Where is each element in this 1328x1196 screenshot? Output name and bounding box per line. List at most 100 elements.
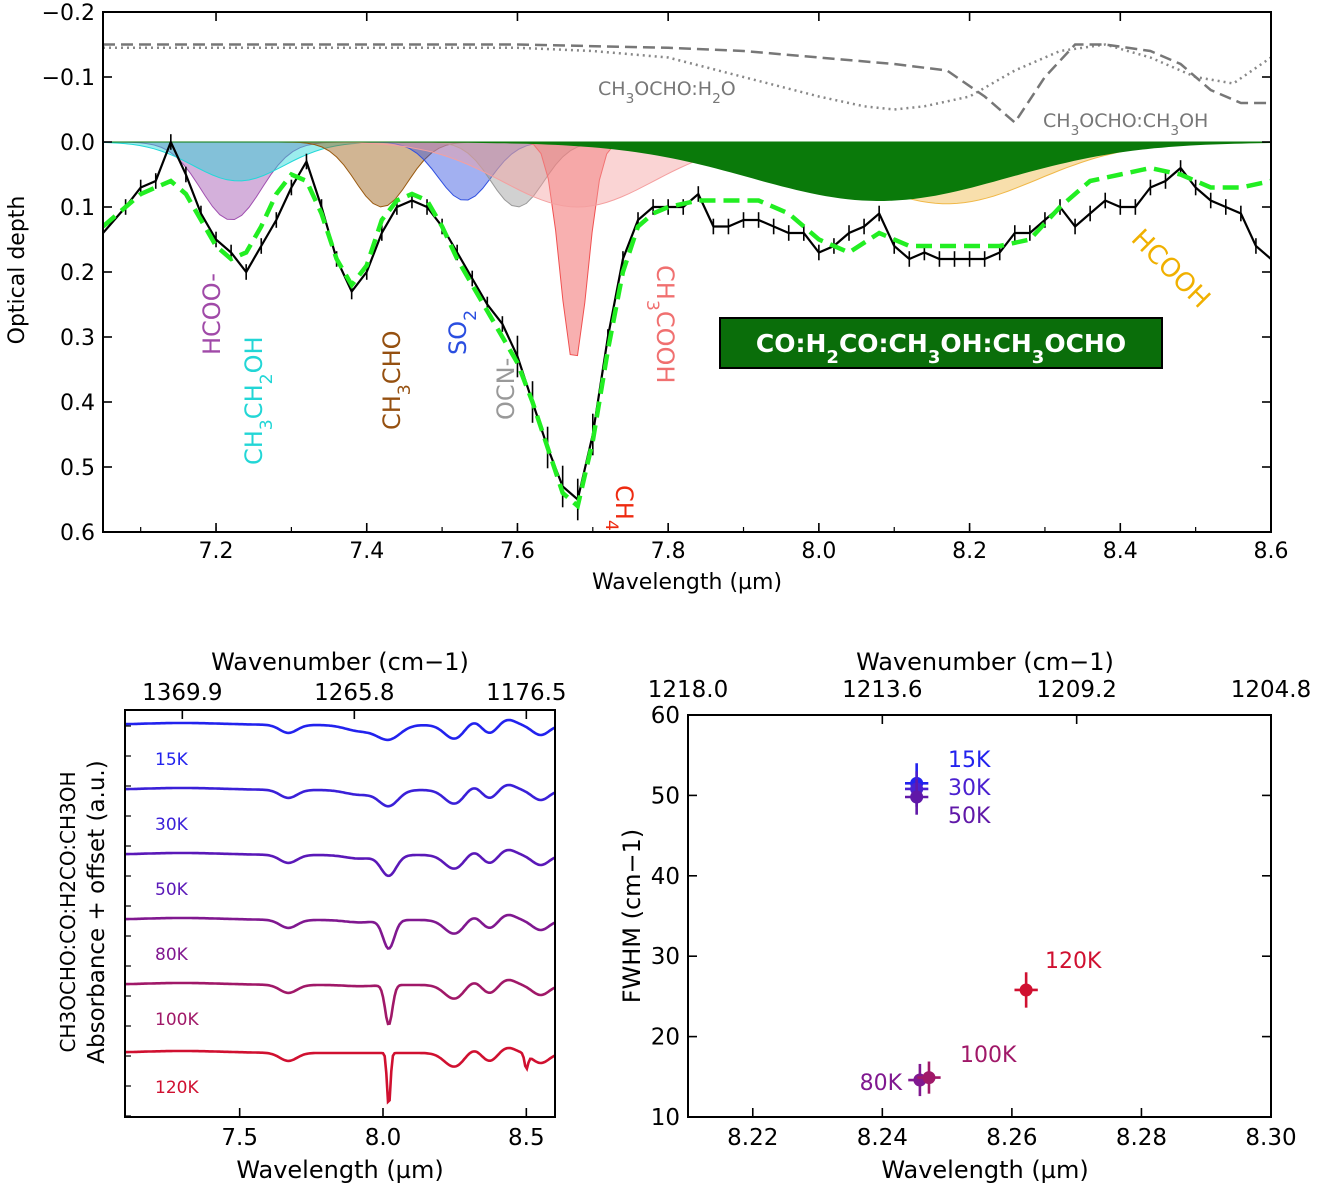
br-xtick-label: 8.22 (727, 1125, 778, 1151)
br-top-tick-label: 1213.6 (842, 677, 922, 703)
bl-xtick-label: 8.5 (508, 1125, 545, 1151)
br-ytick-label: 50 (651, 783, 680, 809)
top-ytick-label: 0.5 (60, 456, 95, 481)
bl-xtick-label: 8.0 (365, 1125, 402, 1151)
br-plot-frame (687, 714, 1272, 1118)
top-ytick-label: 0.6 (60, 521, 95, 546)
label-ch3cooh: CH3COOH (642, 265, 679, 383)
series-label-50K: 50K (155, 880, 189, 900)
br-ytick-label: 40 (651, 864, 680, 890)
br-ytick-label: 20 (651, 1025, 680, 1051)
label-ch3ocho-h2o: CH3OCHO:H2O (598, 78, 736, 107)
label-ch3ch2oh: CH3CH2OH (240, 336, 277, 465)
top-xtick-label: 8.6 (1254, 539, 1289, 564)
fwhm-points (905, 763, 1038, 1097)
br-ytick-label: 60 (651, 703, 680, 729)
temperature-spectrum-15K (125, 718, 555, 742)
top-xtick-label: 7.2 (199, 539, 234, 564)
top-ylabel: Optical depth (5, 196, 30, 345)
bl-axes: 7.5 8.0 8.5 1369.9 1265.8 1176.5 (125, 680, 567, 1151)
reference-curve-0 (103, 43, 1271, 111)
br-point-labels: 15K 30K 50K 80K 100K 120K (860, 748, 1102, 1096)
top-ytick-label: −0.2 (42, 1, 95, 26)
top-ytick-label: 0.0 (60, 131, 95, 156)
bl-top-xlabel: Wavenumber (cm−1) (211, 648, 469, 676)
point-label-50K: 50K (948, 804, 991, 829)
fwhm-point-120K (1014, 972, 1038, 1008)
series-label-80K: 80K (155, 945, 189, 965)
bl-xtick-label: 7.5 (221, 1125, 258, 1151)
series-label-100K: 100K (155, 1010, 199, 1030)
series-label-30K: 30K (155, 815, 189, 835)
br-top-tick-label: 1204.8 (1231, 677, 1311, 703)
point-label-80K: 80K (860, 1071, 903, 1096)
model-fit-line (103, 165, 1271, 511)
point-label-100K: 100K (960, 1043, 1017, 1068)
series-label-15K: 15K (155, 750, 189, 770)
top-xtick-label: 7.8 (651, 539, 686, 564)
point-label-30K: 30K (948, 776, 991, 801)
fwhm-marker (922, 1071, 936, 1085)
reference-curves (103, 43, 1271, 125)
top-xtick-label: 8.4 (1103, 539, 1138, 564)
bl-series-labels: 15K 30K 50K 80K 100K 120K (155, 750, 199, 1098)
bl-ylabel-line1: CH3OCHO:CO:H2CO:CH3OH (56, 771, 80, 1052)
fwhm-point-100K (917, 1061, 941, 1094)
label-hcoo: HCOO- (198, 273, 226, 355)
br-xlabel: Wavelength (µm) (881, 1156, 1088, 1184)
component-8 (103, 141, 1271, 201)
reference-curve-1 (103, 43, 1271, 125)
top-ytick-label: 0.1 (60, 196, 95, 221)
bottom-left-panel: 7.5 8.0 8.5 1369.9 1265.8 1176.5 15K 30K 50K 80K… (56, 648, 567, 1184)
top-xtick-label: 8.2 (952, 539, 987, 564)
top-ytick-label: 0.3 (60, 326, 95, 351)
label-hcooh: HCOOH (1125, 224, 1216, 315)
br-xtick-label: 8.24 (857, 1125, 908, 1151)
br-ytick-label: 30 (651, 944, 680, 970)
temperature-spectrum-80K (125, 913, 555, 950)
series-label-120K: 120K (155, 1078, 199, 1098)
br-axes: 8.22 8.24 8.26 8.28 8.30 1218.0 1213.6 1209.2 12… (648, 677, 1311, 1151)
top-ytick-label: 0.4 (60, 391, 95, 416)
top-xtick-label: 7.4 (349, 539, 384, 564)
bl-ylabel-line2: Absorbance + offset (a.u.) (84, 760, 110, 1063)
temperature-spectrum-120K (125, 1046, 555, 1105)
br-top-tick-label: 1218.0 (648, 677, 728, 703)
top-xlabel: Wavelength (µm) (592, 570, 782, 595)
temperature-spectrum-30K (125, 783, 555, 808)
bottom-right-panel: 8.22 8.24 8.26 8.28 8.30 1218.0 1213.6 1209.2 12… (618, 648, 1311, 1184)
br-top-tick-label: 1209.2 (1036, 677, 1116, 703)
model-fit-group (103, 165, 1271, 511)
label-ocn: OCN- (492, 358, 520, 420)
bl-top-tick-label: 1176.5 (486, 680, 566, 706)
top-axes: 7.2 7.4 7.6 7.8 8.0 8.2 8.4 8.6 −0.2 −0.1 0.0 0.1 0.… (42, 1, 1289, 564)
top-panel: 7.2 7.4 7.6 7.8 8.0 8.2 8.4 8.6 −0.2 −0.1 0.0 0.1 0.… (5, 1, 1289, 595)
point-label-15K: 15K (948, 748, 991, 773)
temperature-spectrum-50K (125, 848, 555, 878)
temperature-spectra (125, 718, 555, 1105)
label-ch3cho: CH3CHO (378, 330, 415, 430)
top-xtick-label: 8.0 (801, 539, 836, 564)
br-ylabel: FWHM (cm−1) (618, 829, 646, 1004)
label-ch3ocho-ch3oh: CH3OCHO:CH3OH (1043, 110, 1208, 139)
br-xtick-label: 8.26 (986, 1125, 1037, 1151)
legend-box (719, 317, 1163, 369)
top-xtick-label: 7.6 (500, 539, 535, 564)
bl-plot-frame (124, 709, 556, 1118)
label-so2: SO2 (444, 310, 481, 355)
fwhm-marker (1019, 983, 1033, 997)
temperature-spectrum-100K (125, 978, 555, 1026)
fwhm-point-50K (905, 779, 929, 815)
top-ytick-label: −0.1 (42, 66, 95, 91)
bl-top-tick-label: 1265.8 (314, 680, 394, 706)
br-xtick-label: 8.30 (1245, 1125, 1296, 1151)
bl-top-tick-label: 1369.9 (142, 680, 222, 706)
br-ytick-label: 10 (651, 1105, 680, 1131)
component-fills (103, 141, 1271, 357)
legend-box-text: CO:H2CO:CH3OH:CH3OCHO (756, 329, 1126, 368)
top-ytick-label: 0.2 (60, 261, 95, 286)
br-top-xlabel: Wavenumber (cm−1) (856, 648, 1114, 676)
bl-xlabel: Wavelength (µm) (236, 1156, 443, 1184)
label-ch4: CH4 (601, 485, 638, 531)
